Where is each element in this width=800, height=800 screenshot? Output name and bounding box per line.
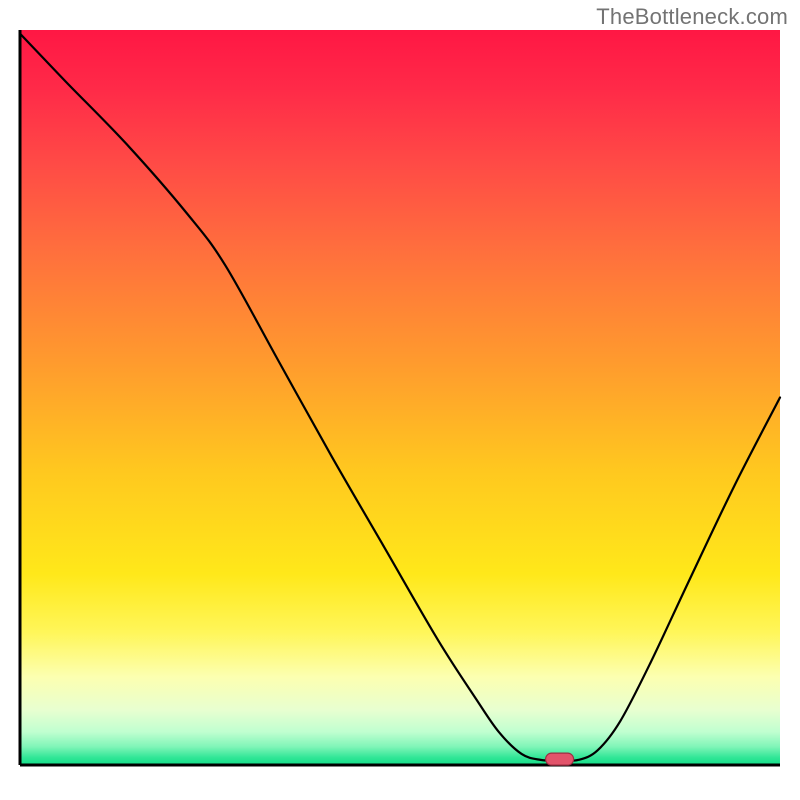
plot-background: [20, 30, 780, 765]
optimum-marker: [546, 753, 574, 765]
chart-stage: TheBottleneck.com: [0, 0, 800, 800]
watermark-text: TheBottleneck.com: [596, 4, 788, 30]
chart-svg: [0, 0, 800, 800]
